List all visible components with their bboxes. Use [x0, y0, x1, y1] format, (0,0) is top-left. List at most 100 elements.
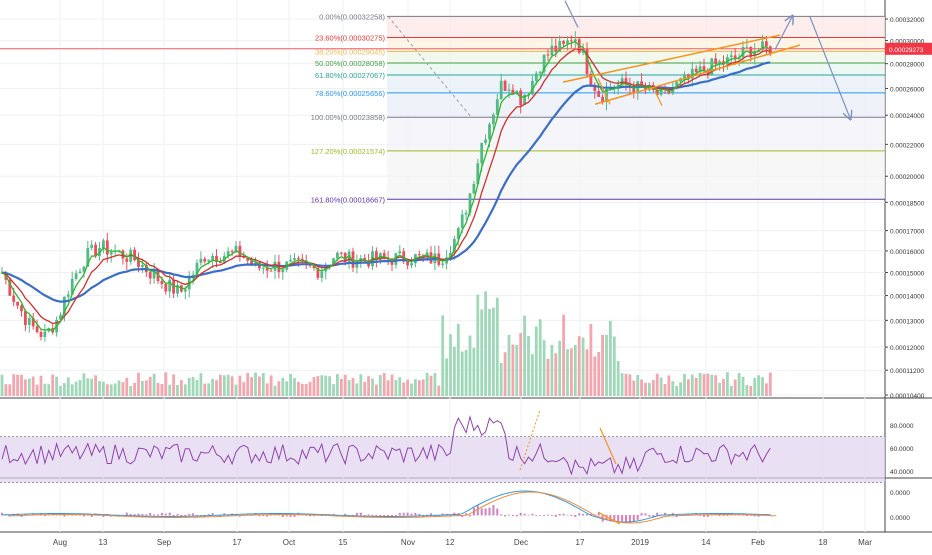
rsi-tick-label: 40.0000	[890, 469, 914, 476]
macd-histogram-bar	[710, 515, 713, 516]
volume-bar	[414, 379, 417, 396]
volume-bar	[503, 352, 507, 396]
candle-body	[402, 251, 406, 262]
volume-bar	[43, 383, 47, 396]
candle-body	[511, 89, 515, 94]
y-tick-label: 0.00014000	[890, 294, 925, 301]
volume-bar	[355, 383, 359, 396]
volume-bar	[238, 375, 242, 396]
macd-histogram-bar	[289, 515, 292, 517]
y-tick-label: 0.00011200	[890, 368, 924, 375]
volume-bar	[20, 374, 23, 396]
rsi-trendline	[519, 409, 541, 471]
macd-histogram-bar	[223, 513, 226, 516]
volume-bar	[336, 374, 339, 396]
macd-histogram-bar	[511, 515, 514, 517]
macd-histogram-bar	[531, 513, 534, 516]
ma-short-line	[1, 40, 771, 332]
candle-body	[78, 271, 82, 274]
rsi-divergence-line	[599, 427, 617, 465]
candle-body	[293, 258, 296, 260]
volume-bar	[207, 383, 211, 396]
fib-zone	[387, 75, 885, 93]
volume-bar	[531, 354, 534, 396]
candle-body	[332, 258, 335, 266]
fib-zone	[387, 16, 885, 38]
volume-bar	[386, 380, 390, 396]
volume-bar	[449, 334, 452, 396]
macd-histogram-bar	[539, 515, 542, 516]
volume-bar	[722, 378, 725, 396]
volume-bar	[148, 376, 152, 396]
volume-bar	[651, 380, 655, 396]
volume-bar	[137, 372, 140, 396]
macd-histogram-bar	[461, 515, 464, 518]
volume-bar	[215, 380, 218, 396]
candle-body	[687, 74, 690, 79]
x-tick-label: Nov	[401, 538, 415, 547]
volume-bar	[90, 378, 94, 396]
y-tick-label: 0.00020000	[890, 174, 925, 181]
macd-histogram-bar	[496, 508, 499, 516]
candle-body	[449, 253, 452, 258]
candle-body	[343, 252, 347, 262]
volume-bar	[601, 334, 604, 396]
candle-body	[339, 252, 343, 254]
rsi-line	[1, 414, 771, 476]
candle-body	[90, 244, 94, 248]
candle-body	[375, 251, 378, 261]
fib-level-label: 100.00%(0.00023858)	[311, 113, 386, 122]
macd-divergence-line	[597, 511, 621, 525]
macd-histogram-bar	[398, 512, 401, 516]
candle-body	[297, 258, 300, 260]
volume-bar	[39, 375, 43, 396]
macd-histogram-bar	[656, 512, 659, 516]
x-tick-label: Aug	[53, 538, 67, 547]
candle-body	[562, 41, 565, 44]
volume-bar	[507, 334, 511, 396]
candle-body	[109, 251, 113, 255]
macd-histogram-bar	[262, 515, 265, 516]
macd-histogram-bar	[406, 512, 409, 516]
volume-bar	[612, 336, 616, 396]
volume-bar	[577, 336, 581, 396]
volume-bar	[242, 382, 246, 396]
volume-bar	[733, 379, 737, 396]
candle-body	[733, 55, 737, 59]
macd-histogram-bar	[664, 512, 666, 516]
macd-histogram-bar	[547, 514, 549, 516]
macd-histogram-bar	[344, 513, 347, 516]
candle-body	[164, 283, 168, 292]
projection-arrow-up	[774, 17, 792, 50]
volume-bar	[258, 376, 261, 396]
volume-bar	[456, 323, 460, 396]
macd-histogram-bar	[476, 505, 479, 516]
macd-histogram-bar	[640, 513, 643, 516]
volume-bar	[597, 351, 601, 396]
candle-body	[460, 214, 464, 229]
volume-bar	[726, 372, 729, 396]
volume-bar	[176, 385, 179, 396]
macd-histogram-bar	[207, 514, 210, 516]
volume-bar	[375, 384, 378, 396]
candle-body	[74, 273, 78, 279]
macd-histogram-bar	[535, 515, 538, 516]
volume-bar	[199, 373, 203, 396]
macd-histogram-bar	[574, 515, 577, 518]
macd-histogram-bar	[391, 515, 393, 517]
volume-bar	[324, 375, 328, 396]
candle-body	[741, 47, 745, 58]
candle-body	[499, 80, 503, 100]
macd-histogram-bar	[20, 515, 23, 518]
y-tick-label: 0.00013000	[890, 318, 925, 325]
volume-bar	[152, 373, 156, 396]
candle-body	[441, 263, 445, 265]
volume-bar	[382, 373, 386, 396]
candle-body	[468, 193, 472, 213]
fib-zone	[387, 51, 885, 63]
candle-body	[729, 55, 733, 58]
candle-body	[523, 94, 526, 105]
volume-bar	[8, 384, 12, 396]
